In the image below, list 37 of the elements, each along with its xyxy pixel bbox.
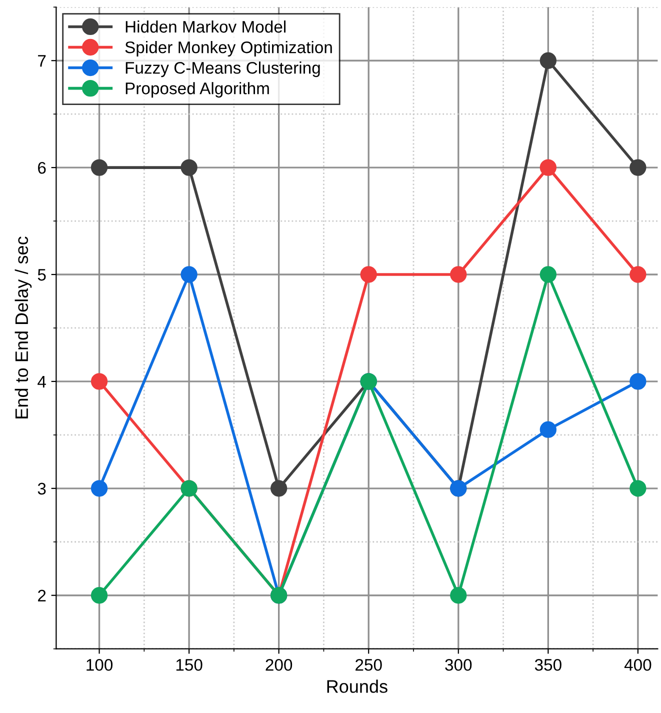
point [540, 52, 556, 69]
point [450, 266, 467, 283]
y-tick-label: 6 [38, 162, 46, 174]
point [630, 266, 646, 283]
x-tick-label: 300 [445, 658, 472, 671]
point [540, 159, 556, 176]
y-tick-label: 7 [38, 55, 46, 67]
x-tick-label: 400 [624, 658, 652, 671]
y-axis-title: End to End Delay / sec [14, 236, 32, 418]
y-tick-label: 3 [38, 482, 46, 495]
point [630, 159, 646, 176]
point [90, 159, 108, 176]
point [540, 421, 556, 438]
x-tick-label: 150 [176, 658, 202, 671]
legend-label: Hidden Markov Model [126, 20, 286, 33]
point [90, 373, 108, 390]
point [180, 159, 198, 176]
x-tick-label: 250 [356, 658, 382, 671]
legend-label: Fuzzy C-Means Clustering [126, 62, 320, 78]
legend-label: Proposed Algorithm [126, 82, 269, 98]
point [90, 587, 108, 604]
point [540, 266, 556, 283]
legend-label: Spider Monkey Optimization [125, 41, 332, 57]
x-tick-label: 350 [534, 658, 562, 671]
x-axis-title: Rounds [327, 680, 388, 693]
point [90, 480, 108, 497]
y-tick-label: 4 [38, 376, 46, 388]
point [630, 373, 646, 390]
x-tick-label: 100 [86, 658, 113, 671]
point [180, 266, 198, 283]
x-tick-label: 200 [266, 658, 292, 671]
point [450, 587, 467, 604]
y-tick-label: 5 [38, 269, 46, 281]
point [270, 480, 288, 497]
y-tick-label: 2 [38, 590, 46, 602]
point [360, 266, 377, 283]
point [630, 480, 646, 497]
